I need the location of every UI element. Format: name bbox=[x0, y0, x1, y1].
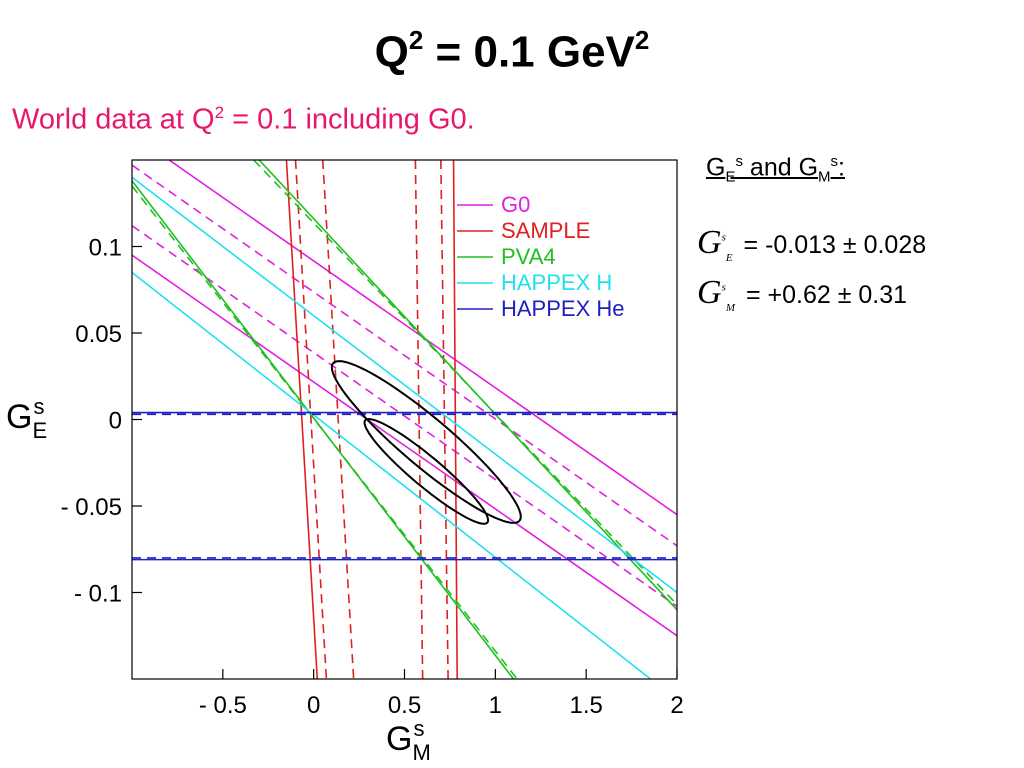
plot-frame bbox=[131, 159, 678, 680]
y-tick-label: 0 bbox=[109, 408, 122, 435]
results-heading: GEs and GMs: bbox=[706, 153, 845, 186]
band-line bbox=[132, 176, 677, 594]
chart-ellipse-layer bbox=[330, 360, 522, 525]
legend-label: G0 bbox=[501, 192, 530, 217]
x-tick-label: 1.5 bbox=[569, 692, 602, 719]
series-sample bbox=[285, 160, 458, 679]
slide-subtitle: World data at Q2 = 0.1 including G0. bbox=[12, 103, 475, 136]
y-tick-label: 0.05 bbox=[75, 321, 122, 348]
legend-label: PVA4 bbox=[501, 244, 556, 269]
series-happex-h bbox=[132, 176, 677, 679]
band-line bbox=[132, 164, 677, 547]
result-gms-value: = +0.62 ± 0.31 bbox=[745, 281, 908, 310]
confidence-ellipse-inner bbox=[363, 417, 490, 525]
band-line bbox=[414, 160, 424, 679]
band-line bbox=[321, 160, 355, 679]
chart-series-layer bbox=[132, 160, 677, 679]
band-line bbox=[132, 254, 677, 637]
band-line bbox=[167, 160, 677, 516]
x-tick-label: 2 bbox=[670, 692, 683, 719]
band-line bbox=[258, 160, 677, 611]
series-pva4 bbox=[132, 160, 677, 679]
x-tick-label: 1 bbox=[489, 692, 502, 719]
y-tick-label: - 0.05 bbox=[61, 494, 122, 521]
x-tick-label: 0.5 bbox=[388, 692, 421, 719]
chart-ticks: - 0.5 0 0.5 1 1.5 2 0.1 0.05 0 - 0.05 - 0.1 bbox=[61, 235, 684, 720]
band-line bbox=[132, 180, 515, 679]
y-tick-label: 0.1 bbox=[89, 235, 122, 262]
band-line bbox=[294, 160, 328, 679]
legend-label: HAPPEX He bbox=[501, 296, 625, 321]
result-ges: GsE = -0.013 ± 0.028 bbox=[697, 218, 927, 265]
band-line bbox=[440, 160, 449, 679]
result-gms: GsM = +0.62 ± 0.31 bbox=[697, 268, 908, 315]
result-ges-symbol: GsE bbox=[697, 224, 733, 265]
legend-label: SAMPLE bbox=[501, 218, 590, 243]
band-line bbox=[253, 160, 677, 606]
confidence-ellipse-outer bbox=[330, 360, 522, 524]
series-happex-he bbox=[132, 411, 677, 561]
legend-label: HAPPEX H bbox=[501, 270, 612, 295]
chart: - 0.5 0 0.5 1 1.5 2 0.1 0.05 0 - 0.05 - 0.1 G0SAMP… bbox=[6, 159, 684, 765]
slide-title: Q2 = 0.1 GeV2 bbox=[374, 25, 650, 77]
band-line bbox=[285, 160, 319, 679]
x-tick-label: - 0.5 bbox=[199, 692, 247, 719]
x-tick-label: 0 bbox=[307, 692, 320, 719]
result-gms-symbol: GsM bbox=[697, 274, 736, 315]
band-line bbox=[132, 271, 652, 679]
series-g0 bbox=[132, 160, 677, 637]
x-axis-label: Gs M bbox=[386, 716, 431, 765]
band-line bbox=[452, 160, 458, 679]
band-line bbox=[132, 225, 677, 607]
result-ges-value: = -0.013 ± 0.028 bbox=[743, 231, 927, 260]
y-tick-label: - 0.1 bbox=[74, 581, 122, 608]
y-axis-label: Gs E bbox=[6, 394, 47, 443]
